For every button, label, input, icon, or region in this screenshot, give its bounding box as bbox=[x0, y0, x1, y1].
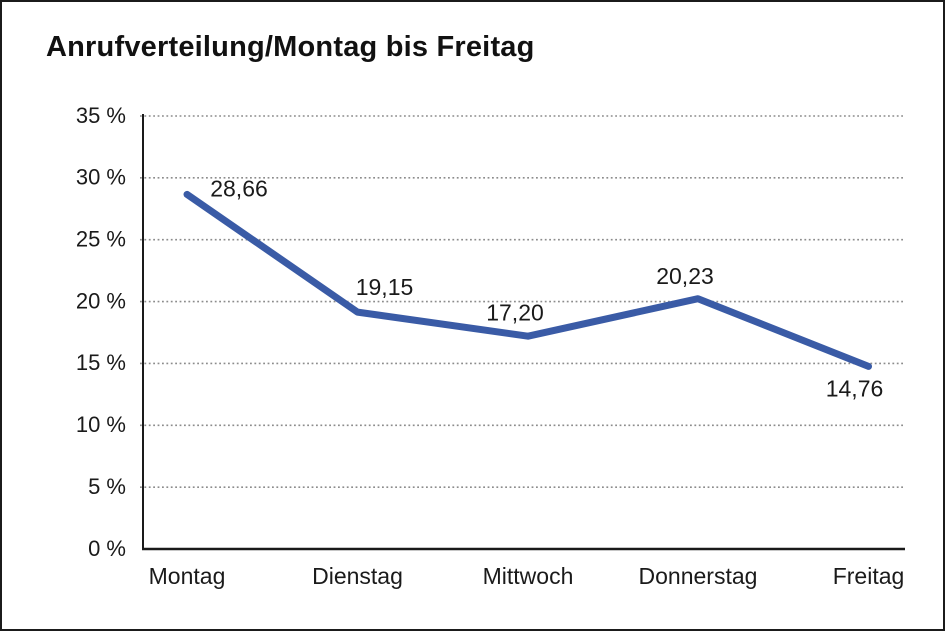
x-category-label: Montag bbox=[149, 563, 226, 589]
y-tick-label: 20 % bbox=[76, 288, 126, 313]
y-tick-label: 0 % bbox=[88, 536, 126, 561]
chart-title: Anrufverteilung/Montag bis Freitag bbox=[46, 31, 535, 63]
x-category-label: Mittwoch bbox=[483, 563, 574, 589]
y-tick-label: 35 % bbox=[76, 103, 126, 128]
data-point-label: 19,15 bbox=[356, 274, 414, 300]
x-category-label: Dienstag bbox=[312, 563, 403, 589]
data-point-label: 17,20 bbox=[486, 299, 544, 325]
data-point-label: 28,66 bbox=[210, 176, 268, 202]
y-tick-label: 25 % bbox=[76, 227, 126, 252]
data-line bbox=[183, 190, 872, 370]
data-point-label: 14,76 bbox=[826, 375, 884, 401]
x-category-label: Freitag bbox=[833, 563, 905, 589]
y-tick-label: 5 % bbox=[88, 474, 126, 499]
y-tick-label: 15 % bbox=[76, 350, 126, 375]
y-tick-label: 10 % bbox=[76, 412, 126, 437]
x-category-label: Donnerstag bbox=[639, 563, 758, 589]
data-point-label: 20,23 bbox=[656, 263, 714, 289]
y-tick-label: 30 % bbox=[76, 165, 126, 190]
